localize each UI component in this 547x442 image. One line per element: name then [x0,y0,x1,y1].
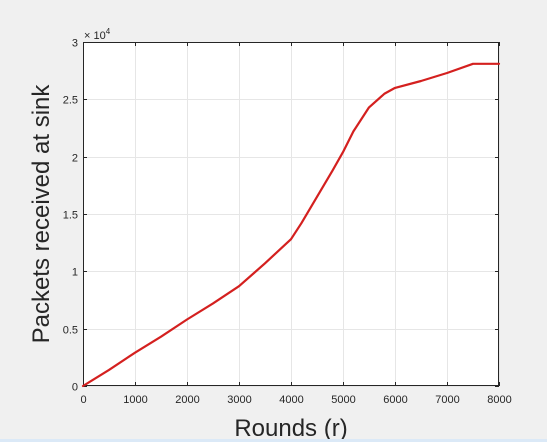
y-tick-label: 1 [72,267,78,279]
y-tick-label: 2.5 [63,95,78,107]
series-layer [81,62,501,388]
y-tick-label: 0 [72,382,78,394]
axes-box [83,42,499,386]
grid-lines [83,42,500,387]
x-tick-label: 8000 [487,394,511,406]
y-tick-label: 2 [72,153,78,165]
y-axis-exponent: × 104 [84,27,111,42]
x-axis-label: Rounds (r) [234,415,347,442]
y-tick-label: 1.5 [63,210,78,222]
x-tick-label: 1000 [123,394,147,406]
x-tick-label: 3000 [227,394,251,406]
y-tick-label: 0.5 [63,325,78,337]
series-line [81,62,501,388]
x-tick-label: 2000 [175,394,199,406]
y-axis-label: Packets received at sink [28,84,55,344]
x-tick-label: 6000 [383,394,407,406]
x-tick-label: 5000 [331,394,355,406]
axes: 0 1000 2000 3000 4000 5000 6000 7000 8000 0 0.5 1 1.… [63,38,512,407]
x-tick-label: 0 [80,394,86,406]
x-tick-label: 4000 [279,394,303,406]
y-tick-label: 3 [72,38,78,50]
y-axis-exponent-power: 4 [106,27,111,36]
x-tick-label: 7000 [435,394,459,406]
